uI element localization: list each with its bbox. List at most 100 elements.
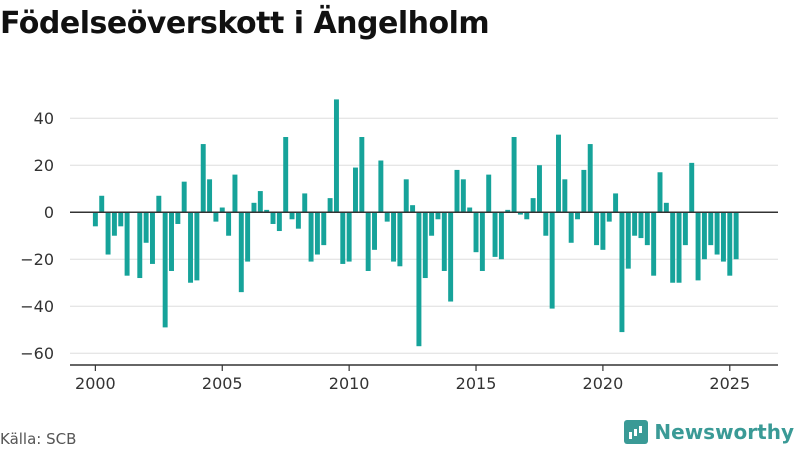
x-tick-label: 2015 bbox=[456, 374, 497, 393]
bar bbox=[378, 160, 384, 213]
x-tick-label: 2010 bbox=[329, 374, 370, 393]
bar bbox=[435, 212, 441, 220]
bar bbox=[549, 212, 555, 309]
y-tick-label: 40 bbox=[34, 109, 54, 128]
brand-name: Newsworthy bbox=[654, 420, 794, 444]
bar bbox=[416, 212, 422, 347]
bar bbox=[581, 169, 587, 213]
bar bbox=[606, 212, 612, 222]
bar bbox=[486, 174, 492, 213]
bar bbox=[492, 212, 498, 257]
bar bbox=[479, 212, 485, 271]
bar bbox=[245, 212, 251, 262]
source-note: Källa: SCB bbox=[0, 430, 77, 448]
bar bbox=[169, 212, 174, 271]
bar bbox=[149, 212, 155, 264]
bar bbox=[429, 212, 435, 236]
bar bbox=[657, 172, 663, 213]
bar bbox=[720, 212, 726, 262]
bar bbox=[257, 191, 263, 213]
bar bbox=[270, 212, 276, 224]
bar bbox=[219, 207, 225, 213]
bar bbox=[708, 212, 714, 246]
bar bbox=[632, 212, 638, 236]
bar bbox=[340, 212, 346, 264]
bar bbox=[372, 212, 377, 250]
x-tick-label: 2025 bbox=[709, 374, 750, 393]
bar bbox=[238, 212, 244, 293]
bar bbox=[302, 193, 308, 213]
bar bbox=[562, 179, 568, 213]
bar bbox=[143, 212, 149, 243]
bar bbox=[473, 212, 479, 253]
bar bbox=[283, 137, 289, 213]
bar bbox=[384, 212, 390, 222]
bar bbox=[156, 195, 162, 213]
y-tick-label: −60 bbox=[20, 344, 54, 363]
y-tick-label: 0 bbox=[44, 203, 54, 222]
bar bbox=[410, 205, 416, 213]
bar bbox=[188, 212, 194, 283]
bar bbox=[467, 207, 473, 213]
bar bbox=[226, 212, 232, 236]
brand-logo: Newsworthy bbox=[624, 420, 794, 444]
bar bbox=[638, 212, 644, 239]
bar bbox=[676, 212, 682, 283]
bar bbox=[99, 195, 105, 213]
bar bbox=[365, 212, 371, 271]
y-tick-label: −40 bbox=[20, 297, 54, 316]
chart-title: Födelseöverskott i Ängelholm bbox=[0, 6, 490, 41]
bar bbox=[105, 212, 111, 255]
axes: 40 20 0 −20 −40 −60 2000 2005 2010 2015 2020 2025 bbox=[20, 109, 778, 393]
bar bbox=[441, 212, 447, 271]
bar bbox=[403, 179, 409, 213]
bar bbox=[251, 202, 257, 213]
bar bbox=[530, 198, 536, 213]
bar bbox=[124, 212, 130, 276]
bar bbox=[162, 212, 168, 328]
bar bbox=[137, 212, 143, 279]
bar bbox=[695, 212, 701, 281]
bar bbox=[644, 212, 650, 246]
bar bbox=[701, 212, 707, 260]
bar bbox=[333, 99, 339, 213]
bar bbox=[213, 212, 219, 222]
bar bbox=[194, 212, 200, 281]
bar bbox=[264, 209, 270, 213]
bar bbox=[200, 144, 206, 213]
bar bbox=[568, 212, 574, 243]
bar bbox=[670, 212, 676, 283]
bar bbox=[651, 212, 657, 276]
bar bbox=[511, 137, 517, 213]
bar bbox=[207, 179, 213, 213]
bar bbox=[505, 209, 511, 213]
bar bbox=[714, 212, 720, 255]
bar bbox=[181, 181, 187, 213]
bar bbox=[524, 212, 530, 220]
bar bbox=[321, 212, 327, 246]
bar bbox=[543, 212, 549, 236]
bar bbox=[397, 212, 403, 267]
newsworthy-logo-icon bbox=[624, 420, 649, 444]
bar bbox=[454, 169, 460, 213]
bar bbox=[587, 144, 593, 213]
bar bbox=[353, 167, 358, 213]
x-tick-label: 2000 bbox=[75, 374, 116, 393]
bar bbox=[276, 212, 282, 232]
bar bbox=[460, 179, 466, 213]
bar bbox=[175, 212, 181, 224]
y-tick-label: −20 bbox=[20, 250, 54, 269]
bar bbox=[314, 212, 320, 255]
bar bbox=[289, 212, 295, 220]
bar bbox=[327, 198, 333, 213]
bar bbox=[118, 212, 124, 227]
bar bbox=[600, 212, 606, 250]
bar bbox=[536, 165, 542, 213]
bar bbox=[625, 212, 631, 269]
bar bbox=[498, 212, 504, 260]
bar bbox=[448, 212, 454, 302]
bar bbox=[733, 212, 739, 260]
x-tick-label: 2005 bbox=[202, 374, 243, 393]
bar bbox=[727, 212, 733, 276]
